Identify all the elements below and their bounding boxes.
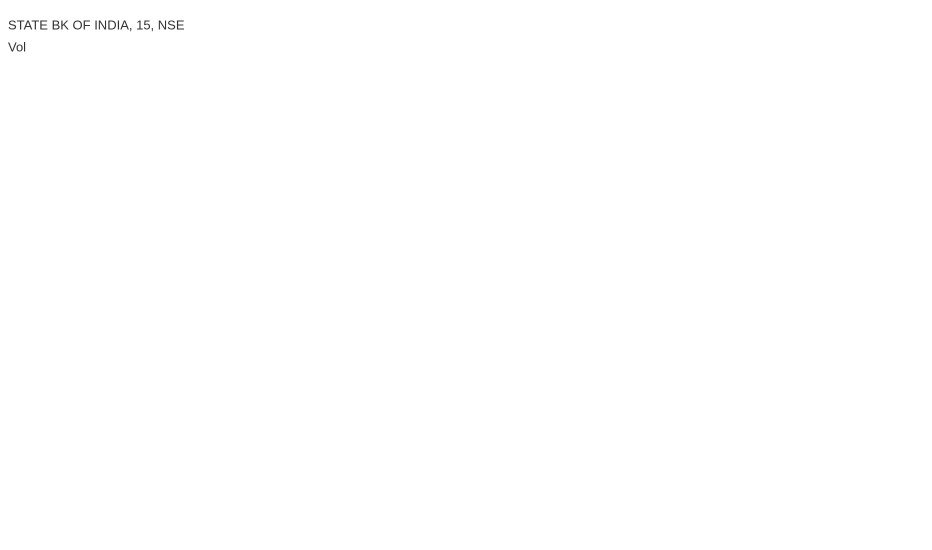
chart-title: STATE BK OF INDIA, 15, NSE bbox=[8, 17, 185, 32]
volume-label: Vol bbox=[8, 39, 26, 54]
